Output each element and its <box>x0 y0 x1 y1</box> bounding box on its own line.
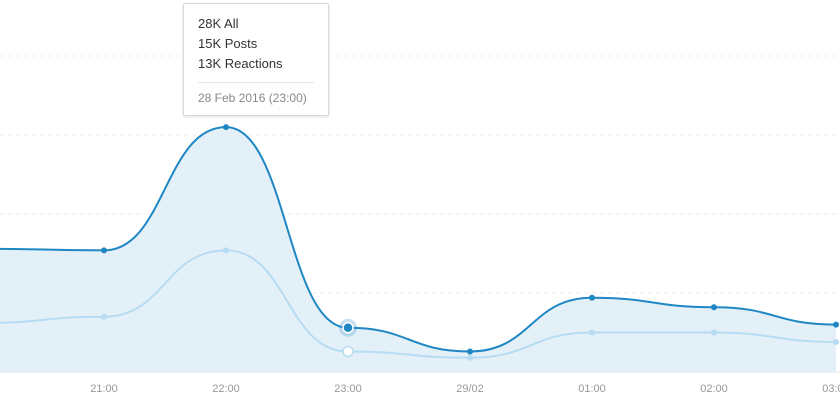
x-tick-label: 29/02 <box>456 383 484 395</box>
area <box>0 127 836 372</box>
x-tick-label: 01:00 <box>578 383 606 395</box>
point <box>711 304 717 311</box>
x-tick-label: 02:00 <box>700 383 728 395</box>
point <box>223 247 229 254</box>
point <box>833 321 839 328</box>
point <box>589 294 595 301</box>
point <box>467 354 473 361</box>
x-tick-label: 21:00 <box>90 383 118 395</box>
line <box>0 126 837 353</box>
x-tick-label: 03:00 <box>822 383 840 395</box>
point <box>101 247 107 254</box>
x-tick-label: 23:00 <box>334 383 362 395</box>
tooltip-line: 13K Reactions <box>198 56 283 71</box>
point <box>711 329 717 336</box>
point <box>223 124 229 131</box>
point <box>833 338 839 345</box>
point <box>589 329 595 336</box>
x-tick-label: 22:00 <box>212 383 240 395</box>
tooltip-line: 15K Posts <box>198 36 258 51</box>
tooltip-date: 28 Feb 2016 (23:00) <box>198 91 307 105</box>
point <box>342 322 354 334</box>
line <box>0 249 837 359</box>
tooltip: 28K All 15K Posts 13K Reactions 28 Feb 2… <box>183 3 329 116</box>
tooltip-line: 28K All <box>198 16 239 31</box>
point <box>101 313 107 320</box>
point <box>342 345 354 358</box>
point <box>467 348 473 355</box>
